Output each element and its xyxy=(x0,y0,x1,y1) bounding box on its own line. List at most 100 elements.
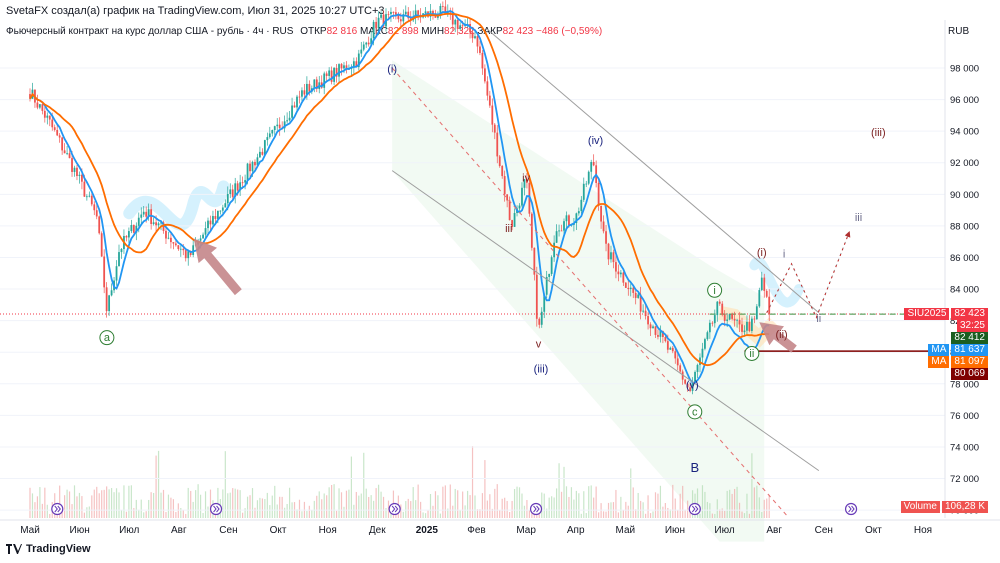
volume-bar xyxy=(39,487,41,518)
candle-body xyxy=(246,163,249,181)
candle-body xyxy=(607,243,610,260)
volume-bar xyxy=(288,487,291,518)
candle-body xyxy=(441,6,444,7)
volume-bar xyxy=(387,500,390,518)
candle-body xyxy=(669,347,672,350)
event-marker-glyph xyxy=(54,505,61,513)
candle-body xyxy=(68,153,71,159)
volume-bar xyxy=(73,485,76,518)
volume-bar xyxy=(672,484,674,518)
candle-body xyxy=(501,166,504,177)
volume-bar xyxy=(390,512,392,518)
volume-bar xyxy=(118,492,120,518)
candle-body xyxy=(83,181,86,197)
volume-bar xyxy=(627,505,629,518)
candle-body xyxy=(750,318,753,331)
candle-body xyxy=(568,215,570,226)
candle-body xyxy=(231,189,234,197)
volume-bar xyxy=(696,488,699,518)
volume-bar xyxy=(254,507,256,518)
volume-bar xyxy=(333,484,335,518)
candle-body xyxy=(577,211,580,214)
volume-bar xyxy=(471,446,474,518)
volume-bar xyxy=(402,511,404,518)
volume-bar xyxy=(157,450,160,518)
volume-bar xyxy=(298,499,301,518)
event-marker-glyph xyxy=(848,505,855,513)
volume-bar xyxy=(86,507,88,518)
volume-bar xyxy=(224,451,226,518)
candle-body xyxy=(580,199,583,212)
x-tick-label: Мар xyxy=(516,525,536,536)
volume-bar xyxy=(311,510,313,518)
volume-bar xyxy=(501,498,503,518)
volume-bar xyxy=(427,510,429,518)
volume-bar xyxy=(331,484,333,518)
volume-bar xyxy=(724,510,726,518)
volume-bar xyxy=(689,509,691,518)
volume-bar xyxy=(345,490,348,518)
volume-bar xyxy=(103,489,105,518)
candle-body xyxy=(563,221,565,231)
volume-tag: Volume 106,28 K xyxy=(900,501,988,513)
candle-body xyxy=(372,21,375,39)
volume-bar xyxy=(380,491,382,518)
candle-body xyxy=(167,237,170,239)
volume-bar xyxy=(108,489,110,518)
volume-bar xyxy=(279,496,281,518)
volume-bar xyxy=(768,494,770,518)
volume-bar xyxy=(620,496,622,518)
candle-body xyxy=(538,318,541,325)
candle-body xyxy=(308,83,311,92)
volume-bar xyxy=(429,494,432,518)
candle-body xyxy=(629,287,632,290)
volume-bar xyxy=(662,506,664,518)
candle-body xyxy=(523,179,526,188)
candle-body xyxy=(145,211,148,217)
candle-body xyxy=(273,126,276,131)
candle-body xyxy=(731,314,734,319)
volume-bar xyxy=(185,513,187,518)
candle-body xyxy=(98,216,101,234)
annotation-arrow-right xyxy=(759,322,797,353)
candle-body xyxy=(671,347,674,352)
candle-body xyxy=(63,150,66,154)
x-tick-label: Июл xyxy=(119,525,139,536)
candle-body xyxy=(605,231,607,244)
volume-bar xyxy=(209,489,212,518)
candle-body xyxy=(93,204,96,211)
candle-body xyxy=(266,137,269,141)
volume-bar xyxy=(234,488,236,518)
wave-label: iii xyxy=(505,223,512,235)
tradingview-logo[interactable]: TradingView xyxy=(6,543,91,555)
volume-bar xyxy=(452,505,454,518)
candle-body xyxy=(706,332,709,340)
volume-bar xyxy=(316,495,318,518)
volume-bar xyxy=(133,508,135,518)
candle-body xyxy=(708,322,711,333)
price-tag-1: 82 412 xyxy=(951,331,988,344)
candle-body xyxy=(674,351,677,359)
volume-bar xyxy=(415,500,417,518)
candle-body xyxy=(221,207,224,211)
volume-bar xyxy=(244,508,246,518)
wave-label: (iii) xyxy=(534,364,549,376)
volume-bar xyxy=(355,491,357,518)
candle-body xyxy=(736,319,738,321)
volume-bar xyxy=(350,456,352,518)
volume-bar xyxy=(264,499,266,518)
wave-label: iii xyxy=(855,212,862,224)
candle-body xyxy=(755,306,758,320)
volume-bar xyxy=(323,493,325,518)
volume-bar xyxy=(373,500,375,518)
x-tick-label: Июн xyxy=(665,525,685,536)
volume-bar xyxy=(753,487,755,518)
volume-bar xyxy=(76,496,78,518)
candle-body xyxy=(187,251,190,259)
candle-body xyxy=(313,79,316,89)
symbol-title: Фьючерсный контракт на курс доллар США -… xyxy=(6,26,294,37)
candle-body xyxy=(432,10,434,15)
candle-body xyxy=(694,371,696,383)
